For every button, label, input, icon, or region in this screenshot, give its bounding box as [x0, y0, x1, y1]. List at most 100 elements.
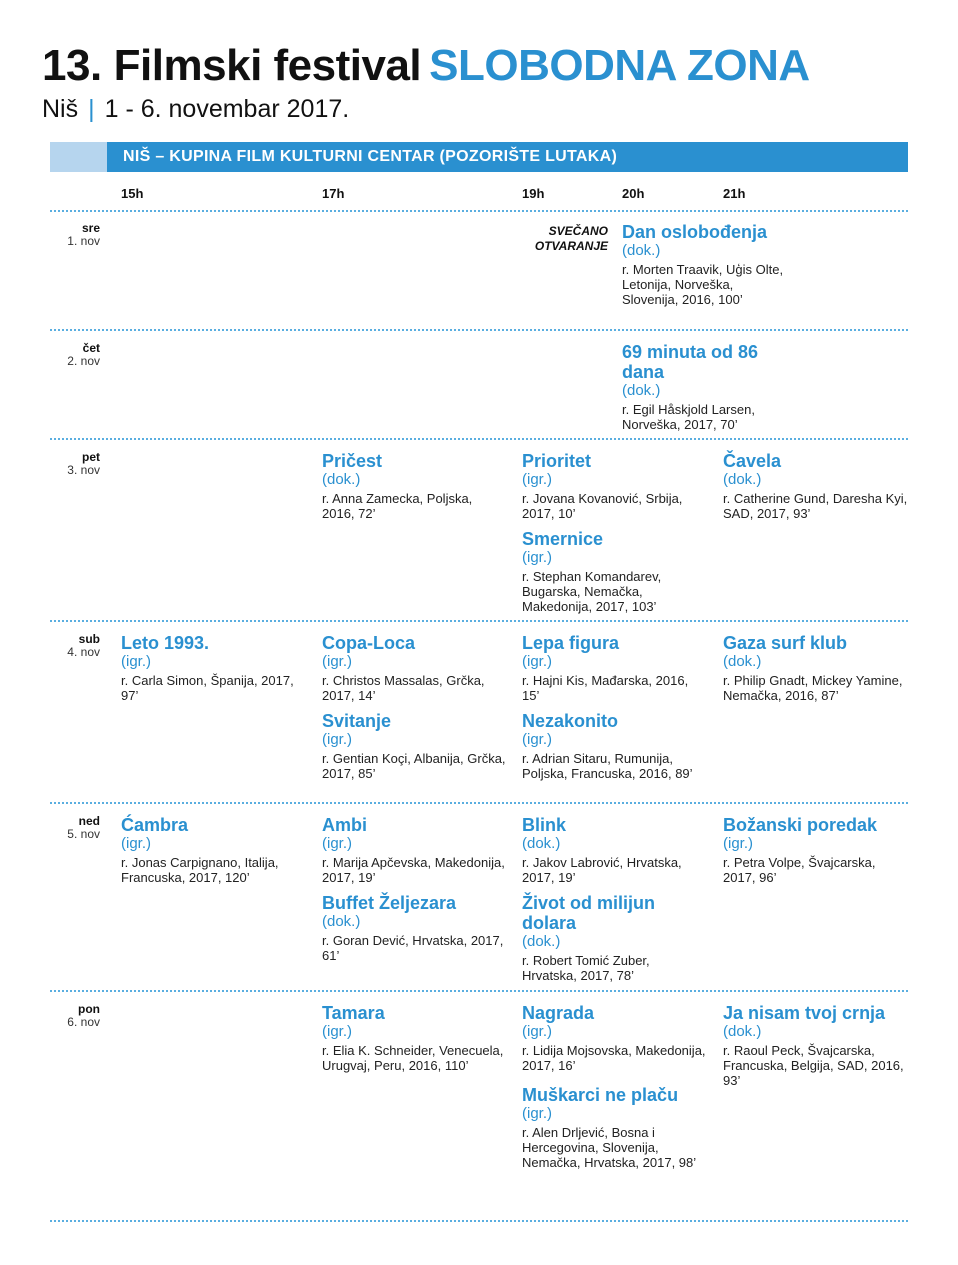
film-title: Gaza surf klub [723, 633, 848, 653]
film-title: Pričest [322, 451, 383, 471]
film-info: r. Morten Traavik, Uģis Olte, Letonija, … [622, 262, 784, 307]
film-title: Muškarci ne plaču [522, 1085, 679, 1105]
day-weekday: sre [81, 221, 100, 235]
film-genre: (dok.) [522, 933, 561, 950]
film-title: Nagrada [522, 1003, 595, 1023]
film-entry[interactable]: Nezakonito (igr.) r. Adrian Sitaru, Rumu… [522, 711, 707, 781]
film-info: r. Gentian Koçi, Albanija, Grčka, 2017, … [322, 751, 506, 781]
festival-dates: 1 - 6. novembar 2017. [104, 95, 350, 123]
film-title: Prioritet [522, 451, 592, 471]
film-title: Svitanje [322, 711, 392, 731]
film-entry[interactable]: Nagrada (igr.) r. Lidija Mojsovska, Make… [522, 1003, 707, 1073]
film-genre: (dok.) [723, 1023, 762, 1040]
film-title: 69 minuta od 86 dana [622, 342, 759, 382]
film-info: r. Raoul Peck, Švajcarska, Francuska, Be… [723, 1043, 904, 1088]
day-weekday: pet [82, 450, 100, 464]
film-genre: (igr.) [322, 835, 352, 852]
day-label: čet 2. nov [50, 342, 100, 368]
film-title: Dan oslobođenja [622, 222, 768, 242]
film-entry[interactable]: Blink (dok.) r. Jakov Labrović, Hrvatska… [522, 815, 707, 885]
film-title: Blink [522, 815, 567, 835]
row-divider [50, 210, 908, 212]
film-info: r. Philip Gnadt, Mickey Yamine, Nemačka,… [723, 673, 903, 703]
time-15h: 15h [121, 186, 144, 201]
film-entry[interactable]: Život od milijun dolara (dok.) r. Robert… [522, 893, 707, 983]
film-info: r. Marija Apčevska, Makedonija, 2017, 19… [322, 855, 505, 885]
day-label: sre 1. nov [50, 222, 100, 248]
film-info: r. Christos Massalas, Grčka, 2017, 14’ [322, 673, 485, 703]
row-divider [50, 620, 908, 622]
film-info: r. Lidija Mojsovska, Makedonija, 2017, 1… [522, 1043, 706, 1073]
film-info: r. Robert Tomić Zuber, Hrvatska, 2017, 7… [522, 953, 650, 983]
film-entry[interactable]: Ambi (igr.) r. Marija Apčevska, Makedoni… [322, 815, 507, 885]
film-genre: (igr.) [522, 1105, 552, 1122]
festival-title: 13. Filmski festival SLOBODNA ZONA [42, 40, 922, 92]
film-genre: (dok.) [622, 382, 661, 399]
film-entry[interactable]: Ćambra (igr.) r. Jonas Carpignano, Itali… [121, 815, 306, 885]
film-genre: (dok.) [522, 835, 561, 852]
day-date: 3. nov [67, 463, 100, 477]
day-date: 5. nov [67, 827, 100, 841]
film-entry[interactable]: Tamara (igr.) r. Elia K. Schneider, Vene… [322, 1003, 507, 1073]
film-title: Leto 1993. [121, 633, 210, 653]
film-entry[interactable]: Copa-Loca (igr.) r. Christos Massalas, G… [322, 633, 507, 703]
row-divider [50, 990, 908, 992]
time-19h: 19h [522, 186, 545, 201]
film-info: r. Jakov Labrović, Hrvatska, 2017, 19’ [522, 855, 682, 885]
day-weekday: sub [78, 632, 100, 646]
time-17h: 17h [322, 186, 345, 201]
film-info: r. Jovana Kovanović, Srbija, 2017, 10’ [522, 491, 683, 521]
film-info: r. Alen Drljević, Bosna i Hercegovina, S… [522, 1125, 697, 1170]
film-entry[interactable]: Gaza surf klub (dok.) r. Philip Gnadt, M… [723, 633, 908, 703]
venue-name: NIŠ – KUPINA FILM KULTURNI CENTAR (POZOR… [107, 142, 908, 172]
film-entry[interactable]: Smernice (igr.) r. Stephan Komandarev, B… [522, 529, 707, 614]
day-date: 4. nov [67, 645, 100, 659]
film-entry[interactable]: Čavela (dok.) r. Catherine Gund, Daresha… [723, 451, 908, 521]
film-title: Tamara [322, 1003, 385, 1023]
film-info: r. Carla Simon, Španija, 2017, 97’ [121, 673, 294, 703]
film-genre: (igr.) [322, 1023, 352, 1040]
film-entry[interactable]: Lepa figura (igr.) r. Hajni Kis, Mađarsk… [522, 633, 707, 703]
film-genre: (igr.) [121, 835, 151, 852]
film-entry[interactable]: Ja nisam tvoj crnja (dok.) r. Raoul Peck… [723, 1003, 908, 1088]
row-divider [50, 802, 908, 804]
film-info: r. Jonas Carpignano, Italija, Francuska,… [121, 855, 279, 885]
film-entry[interactable]: Leto 1993. (igr.) r. Carla Simon, Španij… [121, 633, 306, 703]
day-weekday: čet [82, 341, 100, 355]
film-genre: (dok.) [322, 913, 361, 930]
film-entry[interactable]: Prioritet (igr.) r. Jovana Kovanović, Sr… [522, 451, 707, 521]
film-genre: (igr.) [322, 653, 352, 670]
opening-line: OTVARANJE [534, 239, 608, 253]
film-info: r. Anna Zamecka, Poljska, 2016, 72’ [322, 491, 473, 521]
opening-ceremony: SVEČANO OTVARANJE [510, 224, 608, 254]
page-header: 13. Filmski festival SLOBODNA ZONA Niš | 1 -… [42, 40, 922, 124]
venue-bar: NIŠ – KUPINA FILM KULTURNI CENTAR (POZOR… [50, 142, 908, 172]
time-20h: 20h [622, 186, 645, 201]
film-genre: (dok.) [622, 242, 661, 259]
day-date: 2. nov [67, 354, 100, 368]
film-entry[interactable]: Božanski poredak (igr.) r. Petra Volpe, … [723, 815, 908, 885]
film-entry[interactable]: Pričest (dok.) r. Anna Zamecka, Poljska,… [322, 451, 507, 521]
film-title: Nezakonito [522, 711, 619, 731]
film-entry[interactable]: Buffet Željezara (dok.) r. Goran Dević, … [322, 893, 507, 963]
festival-subtitle: Niš | 1 - 6. novembar 2017. [42, 94, 922, 124]
film-title: Ćambra [121, 815, 189, 835]
film-title: Ja nisam tvoj crnja [723, 1003, 886, 1023]
festival-edition: 13. [42, 41, 102, 90]
film-title: Čavela [723, 451, 782, 471]
film-entry[interactable]: 69 minuta od 86 dana (dok.) r. Egil Håsk… [622, 342, 792, 432]
film-genre: (igr.) [522, 653, 552, 670]
film-genre: (igr.) [522, 471, 552, 488]
festival-name: Filmski festival [113, 41, 422, 90]
film-title: Ambi [322, 815, 367, 835]
film-info: r. Petra Volpe, Švajcarska, 2017, 96’ [723, 855, 876, 885]
film-entry[interactable]: Muškarci ne plaču (igr.) r. Alen Drljevi… [522, 1085, 707, 1170]
film-entry[interactable]: Svitanje (igr.) r. Gentian Koçi, Albanij… [322, 711, 507, 781]
film-genre: (igr.) [121, 653, 151, 670]
film-info: r. Goran Dević, Hrvatska, 2017, 61’ [322, 933, 504, 963]
film-entry[interactable]: Dan oslobođenja (dok.) r. Morten Traavik… [622, 222, 792, 307]
day-date: 1. nov [67, 234, 100, 248]
film-genre: (igr.) [522, 1023, 552, 1040]
day-weekday: ned [78, 814, 100, 828]
film-genre: (igr.) [322, 731, 352, 748]
